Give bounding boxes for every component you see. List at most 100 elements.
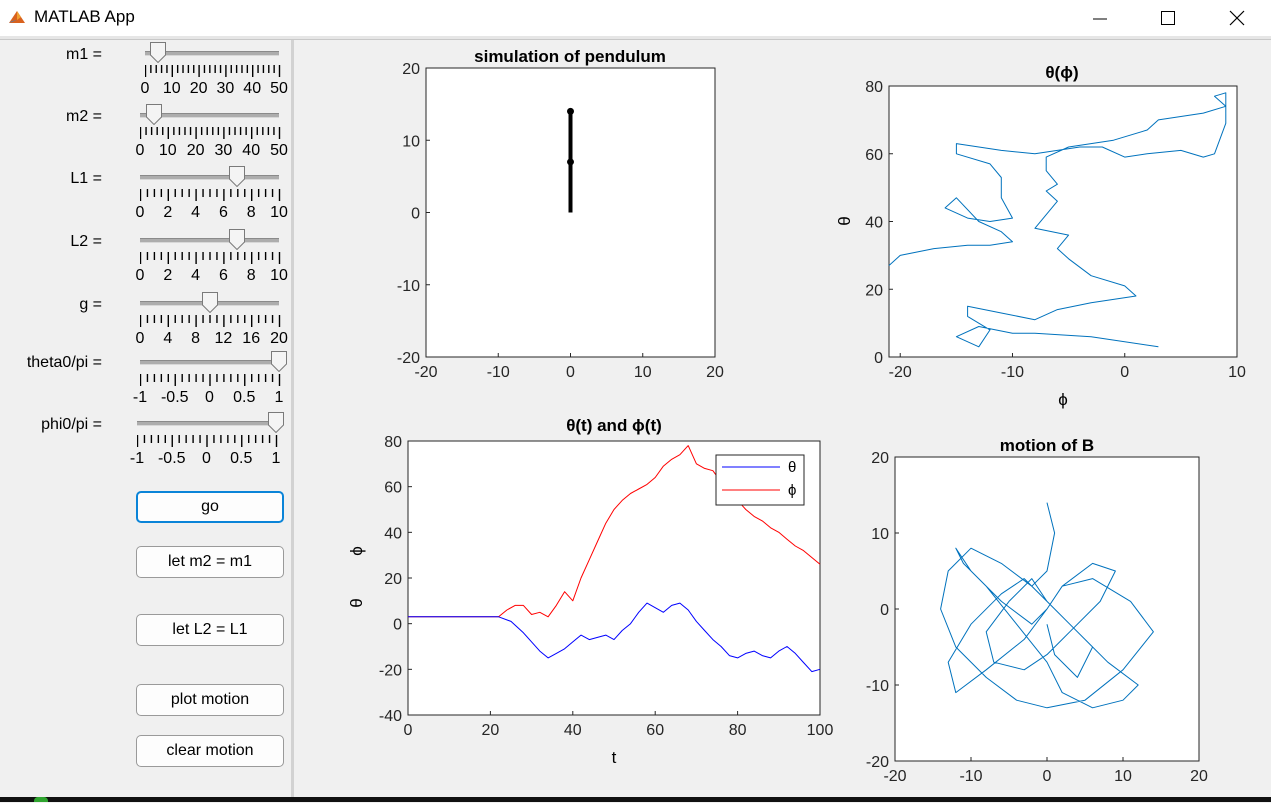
y-tick-label: 0 xyxy=(393,617,402,634)
y-tick-label: 40 xyxy=(384,525,402,542)
maximize-button[interactable] xyxy=(1134,0,1202,36)
slider-track[interactable] xyxy=(145,51,279,56)
time-ylabel-theta: θ xyxy=(347,598,366,607)
slider-tick-labels: -1 -0.5 0 0.5 1 xyxy=(133,389,284,407)
slider-track[interactable] xyxy=(137,421,276,426)
slider-track[interactable] xyxy=(140,238,279,243)
y-tick-label: 10 xyxy=(402,133,420,150)
slider-tick-label: 20 xyxy=(189,80,208,97)
parameter-slider[interactable]: 0 2 4 6 8 10 xyxy=(136,227,288,287)
slider-track[interactable] xyxy=(140,360,279,365)
slider-tick-label: 0.5 xyxy=(233,389,256,406)
close-icon xyxy=(1229,10,1245,26)
time-title: θ(t) and ϕ(t) xyxy=(566,416,662,435)
slider-thumb-icon[interactable] xyxy=(201,292,218,313)
slider-tick-label: 1 xyxy=(271,450,281,467)
close-button[interactable] xyxy=(1203,0,1271,36)
pendulum-bob xyxy=(567,158,574,166)
slider-tick-label: 8 xyxy=(246,204,256,221)
pendulum-bob xyxy=(567,107,574,115)
slider-thumb-icon[interactable] xyxy=(229,166,246,187)
x-tick-label: -10 xyxy=(1001,364,1024,381)
y-tick-label: 60 xyxy=(865,147,883,164)
window-title: MATLAB App xyxy=(34,7,135,26)
minimize-button[interactable] xyxy=(1066,0,1134,36)
slider-tick-labels: -1 -0.5 0 0.5 1 xyxy=(130,450,281,468)
let-l2-equal-l1-button[interactable]: let L2 = L1 xyxy=(136,614,284,646)
slider-tick-label: -1 xyxy=(129,450,145,467)
slider-thumb-icon[interactable] xyxy=(268,412,284,433)
slider-thumb-icon[interactable] xyxy=(150,42,167,63)
slider-tick-label: 16 xyxy=(242,330,261,347)
slider-ticks xyxy=(137,435,278,447)
minimize-icon xyxy=(1093,18,1107,20)
slider-tick-label: 10 xyxy=(162,80,181,97)
phi-series-line xyxy=(408,445,821,618)
motion-axes[interactable]: motion of B -20 -10 0 10 20 -20 -10 0 10 20 xyxy=(866,436,1208,785)
x-tick-label: 40 xyxy=(564,722,582,739)
slider-tick-label: 8 xyxy=(191,330,201,347)
slider-tick-label: 50 xyxy=(270,142,288,159)
slider-thumb-icon[interactable] xyxy=(271,351,287,372)
clear-motion-button[interactable]: clear motion xyxy=(136,735,284,767)
title-divider xyxy=(0,36,1271,40)
slider-label: phi0/pi = xyxy=(41,416,102,433)
plot-motion-button[interactable]: plot motion xyxy=(136,684,284,716)
slider-tick-label: 0 xyxy=(140,80,150,97)
y-tick-label: -10 xyxy=(866,678,889,695)
time-axes[interactable]: θ(t) and ϕ(t) t θ ϕ 0 20 40 60 80 100 -40 -20 0 2… xyxy=(347,416,833,767)
legend-phi-label: ϕ xyxy=(788,482,796,499)
pendulum-axes[interactable]: simulation of pendulum -20 -10 0 10 20 -20 -10… xyxy=(397,47,724,381)
slider-tick-label: -0.5 xyxy=(157,450,186,467)
slider-tick-label: 20 xyxy=(186,142,205,159)
let-m2-button-label: let m2 = m1 xyxy=(167,553,253,570)
theta-series-line xyxy=(408,602,821,673)
slider-track[interactable] xyxy=(140,113,279,118)
y-tick-label: 20 xyxy=(402,61,420,78)
slider-tick-label: -0.5 xyxy=(160,389,189,406)
slider-tick-labels: 0 10 20 30 40 50 xyxy=(136,142,288,160)
y-tick-label: 20 xyxy=(384,571,402,588)
parameter-slider[interactable]: 0 2 4 6 8 10 xyxy=(136,164,288,224)
parameter-slider[interactable]: 0 10 20 30 40 50 xyxy=(141,40,288,100)
slider-label: g = xyxy=(79,296,102,313)
control-panel: m1 = 0 10 20 30 40 50 m2 = 0 10 20 30 40 50 L1 = 0 2 4 6 8 1… xyxy=(0,40,294,798)
x-tick-label: 0 xyxy=(404,722,413,739)
slider-ticks xyxy=(140,189,281,201)
time-xlabel: t xyxy=(612,748,617,767)
clear-motion-button-label: clear motion xyxy=(166,742,254,759)
y-tick-label: -20 xyxy=(379,662,402,679)
legend-theta-label: θ xyxy=(788,459,796,476)
parameter-slider[interactable]: 0 10 20 30 40 50 xyxy=(136,102,288,162)
title-bar: MATLAB App xyxy=(0,0,1271,36)
y-tick-label: -40 xyxy=(379,708,402,725)
parameter-slider[interactable]: -1 -0.5 0 0.5 1 xyxy=(133,349,287,409)
y-tick-label: 0 xyxy=(880,602,889,619)
let-m2-equal-m1-button[interactable]: let m2 = m1 xyxy=(136,546,284,578)
y-tick-label: 80 xyxy=(865,79,883,96)
parameter-slider[interactable]: -1 -0.5 0 0.5 1 xyxy=(130,410,284,470)
x-tick-label: 20 xyxy=(1190,768,1208,785)
slider-track[interactable] xyxy=(140,175,279,180)
go-button[interactable]: go xyxy=(136,491,284,523)
theta-phi-title: θ(ϕ) xyxy=(1045,63,1078,82)
slider-ticks xyxy=(145,65,281,77)
slider-ticks xyxy=(140,127,281,139)
x-tick-label: 10 xyxy=(1114,768,1132,785)
slider-tick-label: 4 xyxy=(191,267,201,284)
parameter-slider[interactable]: 0 4 8 12 16 20 xyxy=(136,290,288,350)
slider-tick-label: 0 xyxy=(135,267,145,284)
let-l2-button-label: let L2 = L1 xyxy=(172,621,248,638)
x-tick-label: 80 xyxy=(729,722,747,739)
slider-label: theta0/pi = xyxy=(26,354,102,371)
go-button-label: go xyxy=(201,498,219,515)
y-tick-label: 40 xyxy=(865,215,883,232)
slider-tick-label: 30 xyxy=(216,80,235,97)
x-tick-label: 100 xyxy=(807,722,834,739)
slider-thumb-icon[interactable] xyxy=(145,104,162,125)
slider-thumb-icon[interactable] xyxy=(229,229,246,250)
slider-tick-label: 2 xyxy=(163,267,173,284)
slider-tick-label: -1 xyxy=(132,389,148,406)
slider-tick-label: 6 xyxy=(218,267,228,284)
theta-phi-axes[interactable]: θ(ϕ) ϕ θ -20 -10 0 10 0 20 40 60 80 xyxy=(835,63,1246,409)
